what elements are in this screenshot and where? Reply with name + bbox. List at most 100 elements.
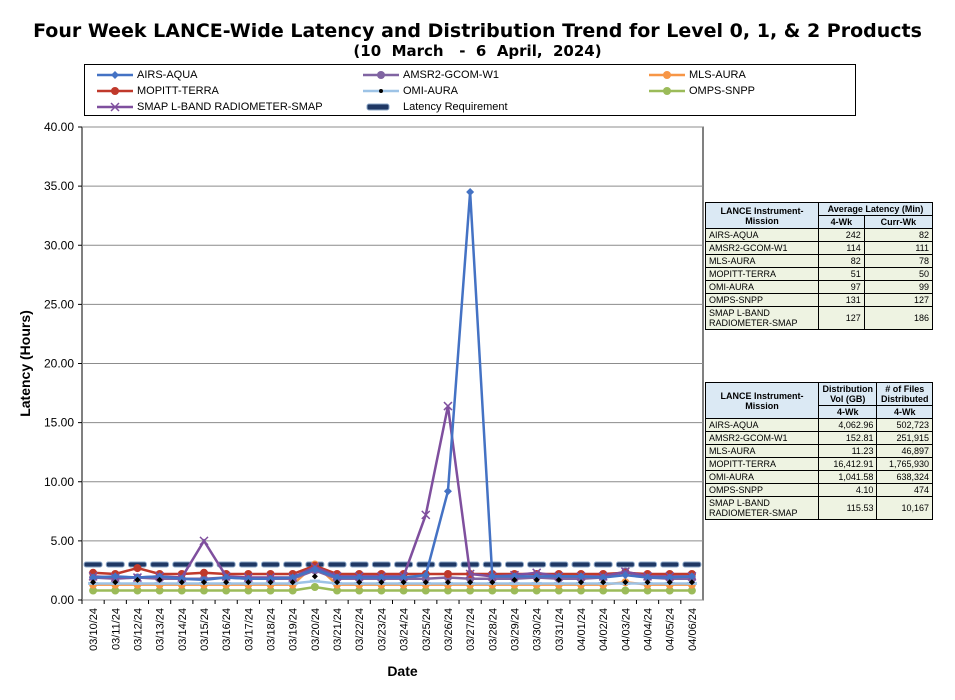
- dist-table-row: SMAP L-BAND RADIOMETER-SMAP 115.53 10,167: [705, 496, 933, 520]
- x-tick-label: 03/23/24: [376, 608, 388, 651]
- dist-table-row: AMSR2-GCOM-W1 152.81 251,915: [705, 431, 933, 445]
- dist-table-cell-value: 10,167: [876, 496, 933, 520]
- series-point: [554, 572, 563, 581]
- latency-table-cell-mission: MOPITT-TERRA: [705, 267, 819, 281]
- dist-table-cell-value: 152.81: [817, 431, 878, 445]
- y-tick-label: 25.00: [44, 297, 74, 311]
- dist-table-cell-value: 1,765,930: [876, 457, 933, 471]
- requirement-mark: [638, 561, 658, 568]
- series-point: [111, 586, 120, 595]
- dist-table-cell-value: 638,324: [876, 470, 933, 484]
- requirement-mark: [194, 561, 214, 568]
- y-tick-label: 15.00: [44, 416, 74, 430]
- requirement-mark: [216, 561, 236, 568]
- y-tick-label: 40.00: [44, 120, 74, 134]
- series-point: [334, 579, 341, 586]
- series-point: [134, 576, 141, 583]
- series-point: [156, 576, 163, 583]
- y-tick-label: 5.00: [51, 534, 75, 548]
- y-axis-title: Latency (Hours): [17, 310, 33, 417]
- dist-table-row: MOPITT-TERRA 16,412.91 1,765,930: [705, 457, 933, 471]
- latency-table-cell-value: 97: [818, 280, 865, 294]
- series-point: [289, 579, 296, 586]
- x-tick-label: 04/03/24: [620, 608, 632, 651]
- latency-table-row: OMI-AURA 97 99: [705, 280, 934, 294]
- series-point: [555, 576, 562, 583]
- series-point: [467, 579, 474, 586]
- dist-table-sub-vol: 4-Wk: [817, 405, 878, 419]
- latency-table-cell-mission: OMI-AURA: [705, 280, 819, 294]
- x-axis-title: Date: [387, 663, 418, 679]
- series-point: [444, 579, 451, 586]
- series-point: [443, 586, 452, 595]
- series-point: [223, 579, 230, 586]
- legend-swatch-icon: [649, 71, 685, 79]
- latency-table-row: MLS-AURA 82 78: [705, 254, 934, 268]
- series-point: [244, 574, 253, 583]
- series-point: [133, 586, 142, 595]
- dist-table-cell-mission: OMPS-SNPP: [705, 483, 819, 497]
- y-tick-label: 35.00: [44, 179, 74, 193]
- series-point: [222, 586, 231, 595]
- dist-table-row: OMPS-SNPP 4.10 474: [705, 483, 933, 497]
- series-point: [488, 572, 497, 581]
- series-point: [532, 572, 541, 581]
- series-point: [199, 568, 208, 577]
- x-tick-label: 03/29/24: [509, 608, 521, 651]
- legend-entry: OMPS-SNPP: [647, 83, 755, 99]
- series-point: [466, 188, 475, 197]
- x-tick-label: 03/16/24: [221, 608, 233, 651]
- series-point: [288, 573, 297, 582]
- requirement-mark: [371, 561, 391, 568]
- series-point: [112, 579, 119, 586]
- legend-label: AMSR2-GCOM-W1: [403, 69, 499, 81]
- series-point: [421, 571, 430, 580]
- series-point: [377, 586, 386, 595]
- distribution-table: LANCE Instrument-Mission Distribution Vo…: [705, 382, 933, 520]
- latency-table-cell-value: 114: [818, 241, 865, 255]
- legend-label: MLS-AURA: [689, 69, 746, 81]
- series-point: [687, 586, 696, 595]
- series-point: [355, 573, 364, 582]
- requirement-mark: [283, 561, 303, 568]
- series-point: [532, 586, 541, 595]
- x-tick-label: 03/28/24: [487, 608, 499, 651]
- dist-table-cell-value: 11.23: [817, 444, 878, 458]
- dist-table-cell-mission: AIRS-AQUA: [705, 418, 819, 432]
- requirement-mark: [504, 561, 524, 568]
- legend-label: Latency Requirement: [403, 101, 508, 113]
- legend-label: AIRS-AQUA: [137, 69, 198, 81]
- series-point: [155, 586, 164, 595]
- dist-table-cell-value: 1,041.58: [817, 470, 878, 484]
- legend-label: SMAP L-BAND RADIOMETER-SMAP: [137, 101, 323, 113]
- latency-table-cell-value: 186: [863, 306, 934, 330]
- series-point: [644, 579, 651, 586]
- legend-entry: MLS-AURA: [647, 67, 746, 83]
- x-tick-label: 03/25/24: [421, 608, 433, 651]
- legend-entry: SMAP L-BAND RADIOMETER-SMAP: [95, 99, 323, 115]
- dist-table-cell-value: 115.53: [817, 496, 878, 520]
- series-point: [665, 586, 674, 595]
- series-point: [399, 586, 408, 595]
- chart-subtitle: (10 March - 6 April, 2024): [353, 42, 602, 60]
- legend-entry: AMSR2-GCOM-W1: [361, 67, 499, 83]
- series-point: [599, 586, 608, 595]
- series-point: [222, 573, 231, 582]
- series-point: [355, 586, 364, 595]
- dist-table-cell-mission: OMI-AURA: [705, 470, 819, 484]
- latency-table-cell-value: 131: [818, 293, 865, 307]
- dist-table-row: MLS-AURA 11.23 46,897: [705, 444, 933, 458]
- latency-table-row: SMAP L-BAND RADIOMETER-SMAP 127 186: [705, 306, 934, 330]
- series-point: [511, 576, 518, 583]
- y-tick-label: 20.00: [44, 357, 74, 371]
- legend-label: OMI-AURA: [403, 85, 458, 97]
- dist-table-cell-mission: MOPITT-TERRA: [705, 457, 819, 471]
- latency-table-cell-mission: OMPS-SNPP: [705, 293, 819, 307]
- series-point: [310, 582, 319, 591]
- x-tick-label: 03/19/24: [288, 608, 300, 651]
- series-point: [443, 569, 452, 578]
- series-point: [356, 579, 363, 586]
- requirement-mark: [105, 561, 125, 568]
- dist-table-header-files: # of Files Distributed: [876, 382, 933, 406]
